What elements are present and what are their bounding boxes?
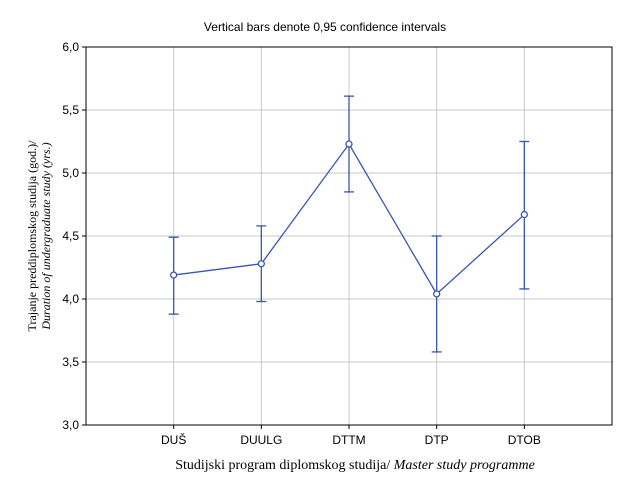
y-tick-label: 4,0 [62, 292, 79, 306]
y-axis-ticks: 3,0 3,5 4,0 4,5 5,0 5,5 6,0 [62, 40, 86, 432]
mean-points [170, 140, 528, 298]
x-tick-label: DUŠ [161, 432, 186, 447]
mean-point [433, 290, 441, 298]
y-tick-label: 5,0 [62, 166, 79, 180]
x-axis-ticks: DUŠ DUULG DTTM DTP DTOB [161, 425, 541, 447]
mean-point [170, 271, 178, 279]
y-tick-label: 3,0 [62, 418, 79, 432]
chart-title: Vertical bars denote 0,95 confidence int… [204, 20, 446, 34]
mean-point [520, 210, 528, 219]
x-tick-label: DTTM [332, 433, 365, 447]
x-tick-label: DUULG [240, 433, 282, 447]
y-tick-label: 6,0 [62, 40, 79, 54]
y-axis-label-line2: Duration of undergraduate study (yrs.) [39, 142, 53, 330]
x-axis-label: Studijski program diplomskog studija/ Ma… [175, 458, 535, 473]
x-axis-label-regular: Studijski program diplomskog studija/ [175, 458, 394, 473]
mean-point [345, 140, 353, 148]
mean-point [257, 260, 265, 268]
y-tick-label: 3,5 [62, 355, 79, 369]
y-tick-label: 5,5 [62, 103, 79, 117]
y-axis-label-line1: Trajanje preddiplomskog studija (god.)/ [25, 140, 39, 332]
y-axis-label: Trajanje preddiplomskog studija (god.)/ … [25, 140, 53, 332]
x-tick-label: DTP [425, 433, 449, 447]
y-tick-label: 4,5 [62, 229, 79, 243]
x-tick-label: DTOB [508, 433, 541, 447]
x-axis-label-italic: Master study programme [393, 458, 535, 473]
